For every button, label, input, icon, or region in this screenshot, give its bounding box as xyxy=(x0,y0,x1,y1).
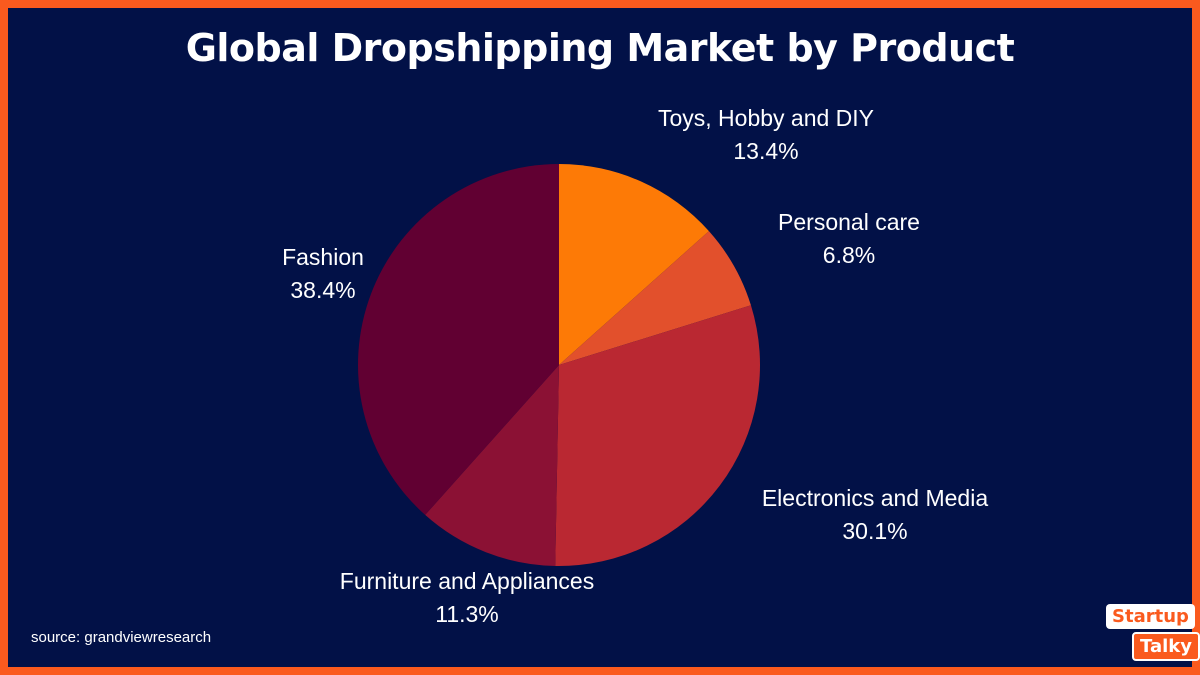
slice-value-label: 6.8% xyxy=(823,242,875,268)
slice-value-label: 38.4% xyxy=(290,277,355,303)
pie-slice-personal-care xyxy=(559,231,751,365)
slice-value-label: 11.3% xyxy=(435,601,499,627)
logo-line-1: Startup xyxy=(1106,604,1195,629)
logo-line-2: Talky xyxy=(1132,632,1200,661)
slice-label: Toys, Hobby and DIY xyxy=(658,105,874,131)
pie-slice-furniture-and-appliances xyxy=(425,365,559,566)
pie-slice-toys-hobby-and-diy xyxy=(559,164,709,365)
slice-value-label: 30.1% xyxy=(842,518,907,544)
slice-value-label: 13.4% xyxy=(733,138,798,164)
slice-label: Furniture and Appliances xyxy=(340,568,594,594)
slice-label: Fashion xyxy=(282,244,364,270)
startuptalky-logo: Startup Talky xyxy=(1098,602,1200,666)
pie-slice-electronics-and-media xyxy=(555,305,761,566)
slice-label: Personal care xyxy=(778,209,920,235)
chart-title: Global Dropshipping Market by Product xyxy=(185,26,1015,70)
pie-slice-fashion xyxy=(358,164,559,515)
source-note: source: grandviewresearch xyxy=(31,629,212,646)
slice-label: Electronics and Media xyxy=(762,485,988,511)
